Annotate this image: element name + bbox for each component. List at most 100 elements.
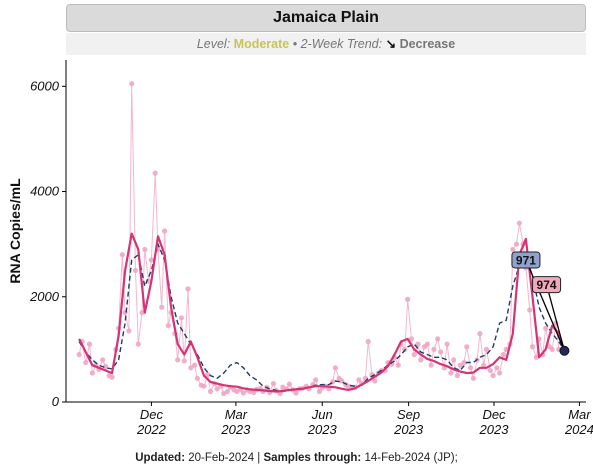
sample-point bbox=[500, 352, 507, 358]
sample-point bbox=[270, 380, 277, 387]
sample-point bbox=[188, 365, 194, 371]
sample-point bbox=[129, 81, 135, 87]
x-tick-label-year: 2023 bbox=[479, 422, 510, 437]
x-tick-label-year: 2023 bbox=[393, 422, 424, 437]
sample-point bbox=[470, 375, 476, 381]
latest-value-marker bbox=[559, 345, 570, 356]
subtitle-separator: • bbox=[292, 37, 298, 51]
x-tick-label-year: 2022 bbox=[136, 422, 167, 437]
updated-value: 20-Feb-2024 bbox=[188, 452, 255, 464]
sample-point bbox=[424, 341, 430, 347]
annotation-badge-blue bbox=[511, 251, 541, 269]
sample-point bbox=[76, 352, 82, 358]
y-axis-label: RNA Copies/mL bbox=[7, 178, 23, 284]
sample-point bbox=[207, 388, 214, 395]
trend-label: 2-Week Trend: bbox=[300, 37, 383, 51]
sample-point bbox=[286, 381, 292, 387]
sample-point bbox=[139, 309, 145, 316]
footer-note: Updated: 20-Feb-2024 | Samples through: … bbox=[0, 452, 593, 464]
sample-point bbox=[178, 315, 185, 321]
sample-point bbox=[494, 365, 500, 371]
y-tick-label: 6000 bbox=[30, 78, 60, 93]
sample-point bbox=[444, 341, 450, 347]
annotation-label: 971 bbox=[516, 253, 536, 267]
sample-point bbox=[356, 377, 362, 383]
trend-arrow-icon: ↘ bbox=[385, 37, 397, 51]
x-tick-label: Dec bbox=[140, 407, 164, 422]
sample-point bbox=[135, 341, 141, 347]
sample-point bbox=[418, 357, 424, 363]
sample-point bbox=[194, 375, 201, 381]
y-tick-label: 2000 bbox=[29, 289, 60, 304]
sample-point bbox=[161, 228, 168, 234]
sample-point bbox=[119, 252, 125, 258]
sample-point bbox=[83, 359, 89, 366]
sample-point bbox=[126, 328, 132, 334]
chart-subtitle: Level: Moderate • 2-Week Trend: ↘ Decrea… bbox=[66, 33, 586, 55]
x-tick-label-year: 2023 bbox=[220, 422, 251, 437]
sample-point bbox=[513, 241, 520, 247]
smoothed-trend-line bbox=[78, 232, 566, 393]
sample-point bbox=[293, 390, 299, 396]
sample-point bbox=[481, 362, 487, 368]
sample-point bbox=[435, 336, 441, 342]
sample-point bbox=[431, 346, 437, 352]
sample-point bbox=[181, 358, 187, 364]
sample-point bbox=[437, 349, 444, 355]
sample-point bbox=[543, 325, 549, 331]
sample-point bbox=[201, 383, 207, 389]
sample-point bbox=[415, 341, 421, 347]
sample-point bbox=[549, 346, 555, 352]
sample-point bbox=[467, 365, 474, 371]
x-tick-label: Sep bbox=[397, 407, 420, 422]
sample-point bbox=[516, 220, 522, 226]
y-tick-label: 4000 bbox=[30, 184, 60, 199]
sample-point bbox=[428, 362, 434, 368]
samples-value: 14-Feb-2024 (JP); bbox=[364, 452, 458, 464]
sample-point bbox=[372, 378, 378, 384]
sample-point bbox=[175, 357, 181, 363]
sample-point bbox=[527, 307, 533, 313]
sample-point bbox=[191, 362, 198, 368]
x-tick-label: Dec bbox=[482, 407, 506, 422]
sample-point bbox=[205, 372, 211, 378]
sample-point bbox=[142, 246, 148, 253]
annotation-label: 974 bbox=[537, 278, 557, 292]
sample-point bbox=[533, 354, 539, 360]
x-tick-label: Mar bbox=[568, 407, 591, 422]
sample-point bbox=[224, 388, 231, 395]
sample-point bbox=[454, 373, 461, 379]
sample-point bbox=[132, 267, 139, 274]
sample-point bbox=[497, 370, 503, 376]
sample-point bbox=[483, 346, 490, 352]
sample-point bbox=[332, 365, 338, 371]
sample-point bbox=[411, 352, 417, 358]
sample-point bbox=[464, 344, 470, 350]
sample-point bbox=[214, 386, 220, 392]
sample-point bbox=[240, 390, 247, 396]
sample-point bbox=[461, 359, 467, 366]
trend-value: Decrease bbox=[399, 37, 456, 51]
annotation-leader-line bbox=[525, 259, 566, 352]
sample-point bbox=[185, 286, 191, 292]
sample-point bbox=[148, 257, 155, 263]
level-value: Moderate bbox=[233, 37, 290, 51]
annotation-leader-line bbox=[545, 284, 566, 351]
updated-label: Updated: bbox=[135, 452, 186, 464]
y-tick-label: 0 bbox=[52, 394, 60, 409]
sample-point bbox=[365, 338, 371, 345]
level-label: Level: bbox=[196, 37, 231, 51]
sample-point bbox=[159, 304, 165, 310]
chart-title: Jamaica Plain bbox=[273, 9, 379, 26]
samples-label: Samples through: bbox=[263, 452, 362, 464]
sample-point bbox=[100, 357, 106, 363]
sample-point bbox=[395, 362, 401, 368]
sample-point bbox=[165, 323, 171, 329]
sample-point bbox=[89, 370, 95, 376]
annotation-badge-pink bbox=[532, 276, 562, 294]
sample-point bbox=[490, 373, 496, 379]
sample-point bbox=[510, 246, 516, 253]
sample-point bbox=[316, 388, 323, 395]
sample-point bbox=[477, 331, 483, 337]
sample-point bbox=[313, 377, 319, 383]
